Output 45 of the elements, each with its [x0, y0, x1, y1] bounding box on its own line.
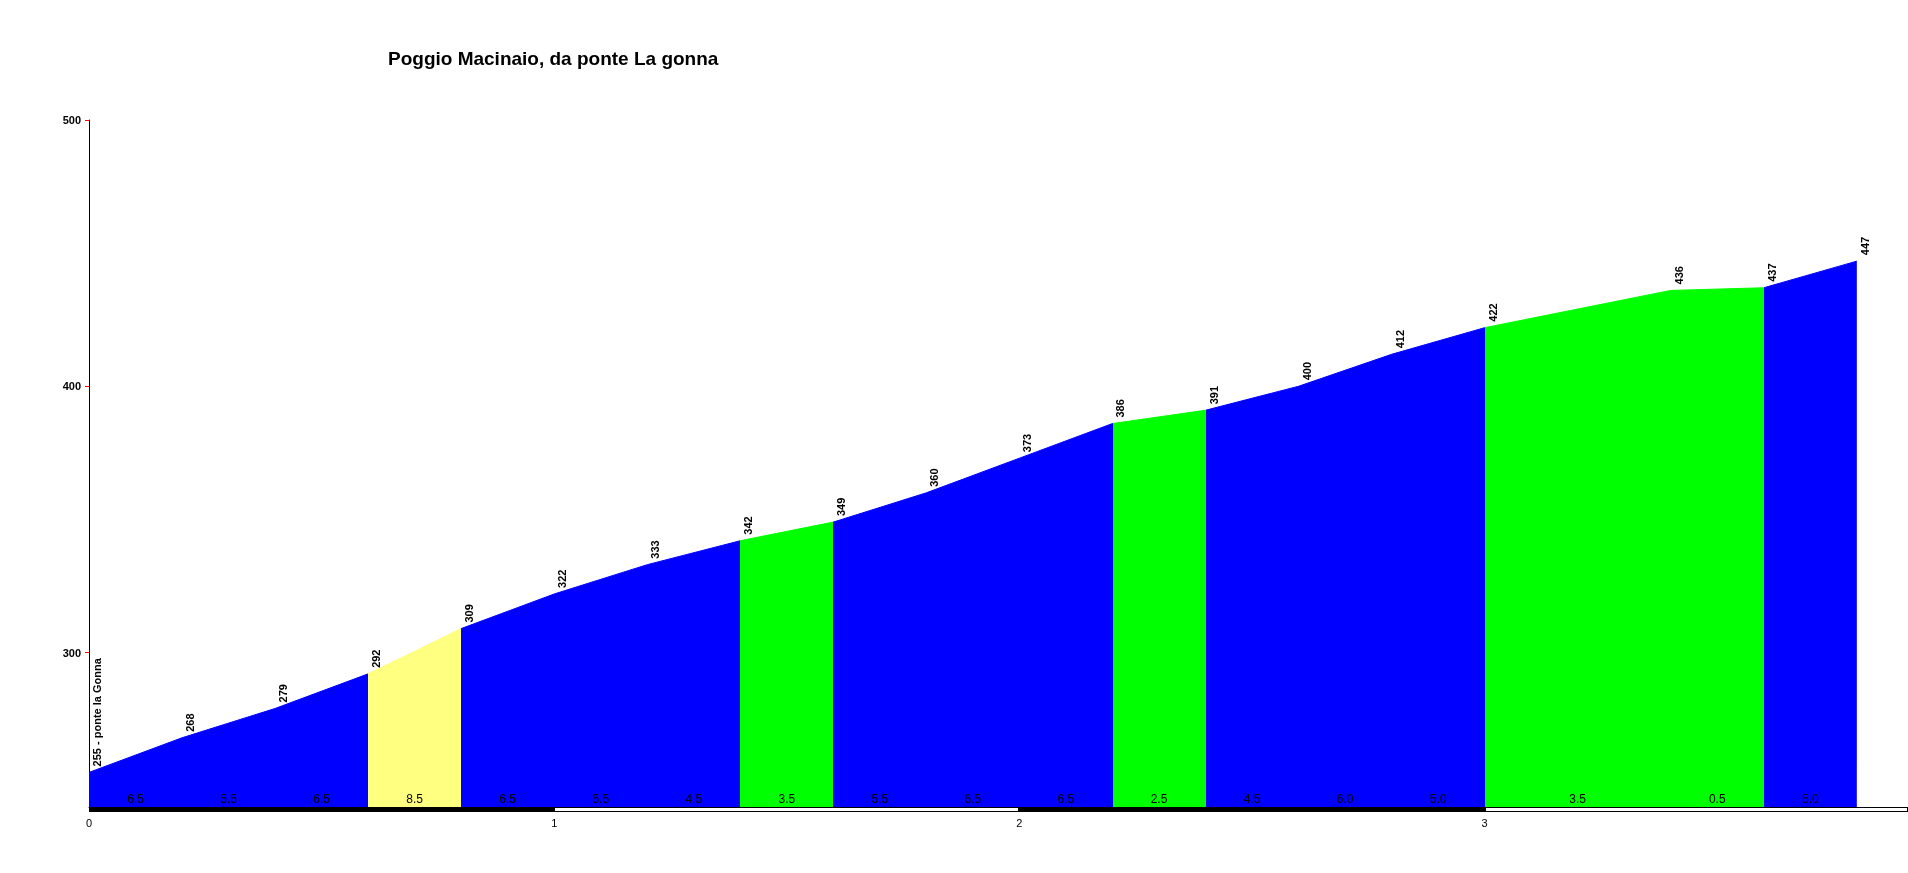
data-label: 391: [1207, 385, 1220, 405]
annotation: 2.5: [1150, 792, 1168, 806]
annotation: 6.5: [313, 792, 331, 806]
annotation: 8.5: [406, 792, 424, 806]
data-label: 447: [1858, 236, 1871, 256]
data-label: 342: [742, 516, 755, 535]
y-tick-label: 500: [62, 114, 81, 126]
annotation: 6.5: [127, 792, 145, 806]
annotation: 3.5: [1569, 792, 1587, 806]
data-label: 422: [1486, 303, 1499, 322]
data-label: 400: [1300, 361, 1313, 381]
annotation: 4.5: [685, 792, 703, 806]
data-label: 333: [649, 540, 662, 559]
chart-title: Poggio Macinaio, da ponte La gonna: [388, 48, 719, 69]
data-label: 360: [928, 468, 941, 487]
data-label: 412: [1393, 329, 1406, 349]
data-label: 322: [556, 569, 569, 588]
annotation: 3.5: [778, 792, 796, 806]
data-label: 436: [1672, 266, 1685, 285]
annotation: 5.0: [1801, 792, 1819, 806]
data-label: 349: [835, 497, 848, 517]
data-label: 279: [277, 684, 290, 703]
x-tick-label: 2: [1016, 816, 1023, 829]
annotation: 4.5: [1243, 792, 1261, 806]
data-label: 386: [1114, 399, 1127, 418]
data-label: 309: [463, 604, 476, 623]
x-tick-label: 3: [1481, 816, 1488, 829]
annotation: 5.0: [1429, 792, 1447, 806]
annotation: 6.5: [499, 792, 517, 806]
annotation: 6.5: [964, 792, 982, 806]
annotation: 6.0: [1336, 792, 1354, 806]
annotation: 5.5: [220, 792, 238, 806]
y-tick-label: 400: [62, 380, 81, 393]
annotation: 0.5: [1708, 792, 1726, 806]
y-tick-label: 300: [62, 646, 81, 659]
annotation: 5.5: [871, 792, 889, 806]
x-tick-label: 0: [85, 816, 93, 829]
data-label: 268: [184, 713, 197, 732]
data-label: 373: [1021, 433, 1034, 453]
annotation: 5.5: [592, 792, 610, 806]
x-tick-label: 1: [551, 816, 558, 829]
data-label: 292: [370, 649, 383, 668]
data-label: 437: [1765, 263, 1778, 282]
annotation: 6.5: [1057, 792, 1075, 806]
data-label: 255 - ponte la Gonna: [91, 657, 103, 767]
